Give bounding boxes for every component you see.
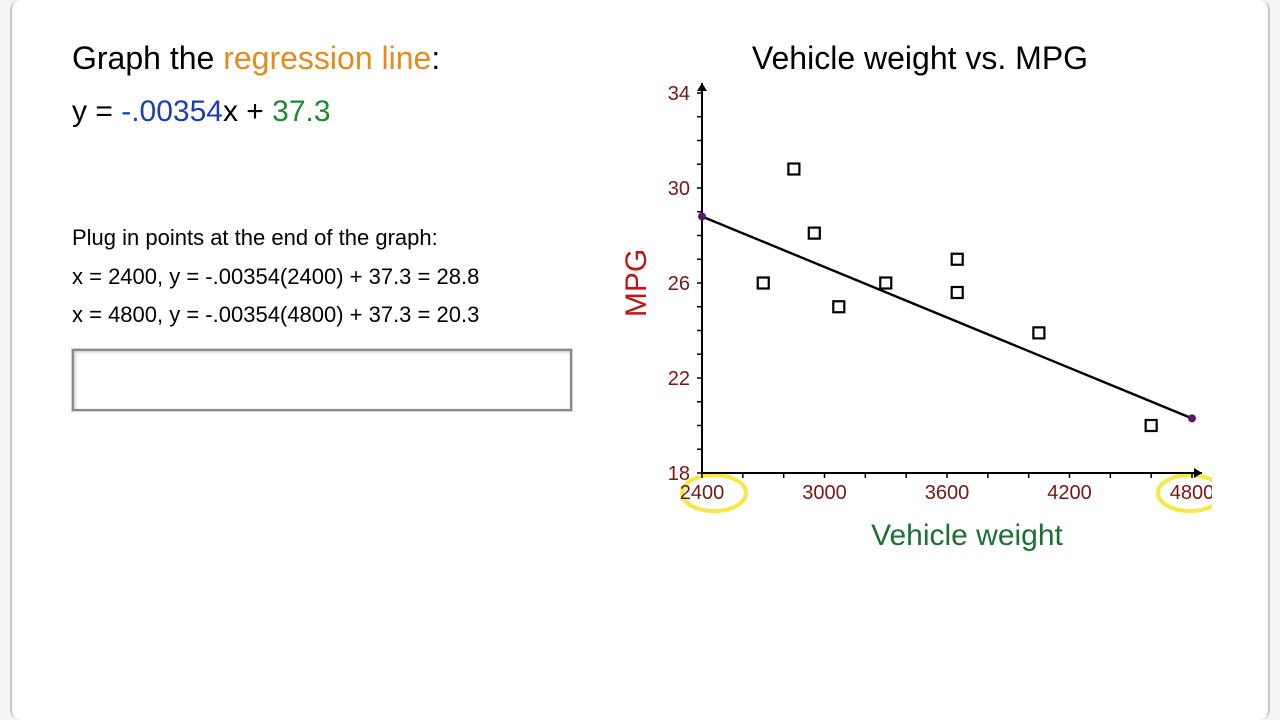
y-tick-label: 22 [668, 368, 690, 390]
chart-title: Vehicle weight vs. MPG [612, 40, 1228, 77]
x-tick-label: 3000 [802, 482, 847, 504]
x-tick-label: 4800 [1170, 482, 1212, 504]
title-post: : [431, 40, 440, 76]
right-column: Vehicle weight vs. MPG 2400 3000 3600 4200 4… [612, 40, 1228, 680]
left-column: Graph the regression line: y = -.00354x … [72, 40, 612, 680]
y-tick-label: 18 [668, 463, 690, 485]
answer-input-box[interactable] [72, 349, 572, 411]
eq-mid: x + [223, 95, 272, 128]
data-point [833, 301, 844, 312]
data-point [1146, 420, 1157, 431]
x-tick-label: 2400 [680, 482, 725, 504]
y-tick-label: 30 [668, 178, 690, 200]
data-point [809, 228, 820, 239]
eq-pre: y = [72, 95, 121, 128]
step-1: x = 2400, y = -.00354(2400) + 37.3 = 28.… [72, 258, 612, 297]
steps-header: Plug in points at the end of the graph: [72, 219, 612, 258]
title-highlight: regression line [223, 40, 431, 76]
x-tick-label: 4200 [1047, 482, 1092, 504]
data-point [1033, 327, 1044, 338]
step-2: x = 4800, y = -.00354(4800) + 37.3 = 20.… [72, 296, 612, 335]
regression-line [702, 217, 1192, 419]
data-point [758, 278, 769, 289]
regression-endpoint [1188, 414, 1196, 422]
y-axis-arrow [697, 83, 707, 91]
steps-block: Plug in points at the end of the graph: … [72, 219, 612, 335]
x-tick-label: 3600 [925, 482, 970, 504]
data-point [952, 254, 963, 265]
x-axis-label: Vehicle weight [871, 519, 1063, 552]
regression-equation: y = -.00354x + 37.3 [72, 95, 612, 129]
regression-endpoint [698, 213, 706, 221]
eq-intercept: 37.3 [272, 95, 330, 128]
data-point [952, 287, 963, 298]
y-axis-label: MPG [620, 249, 653, 317]
instruction-title: Graph the regression line: [72, 40, 612, 77]
y-tick-label: 34 [668, 83, 690, 105]
slide-page: Graph the regression line: y = -.00354x … [10, 0, 1270, 720]
scatter-chart: 2400 3000 3600 4200 4800 18 22 26 30 34 Vehicle we… [612, 83, 1212, 563]
data-point [788, 164, 799, 175]
y-tick-label: 26 [668, 273, 690, 295]
data-point [880, 278, 891, 289]
title-pre: Graph the [72, 40, 223, 76]
eq-slope: -.00354 [121, 95, 223, 128]
